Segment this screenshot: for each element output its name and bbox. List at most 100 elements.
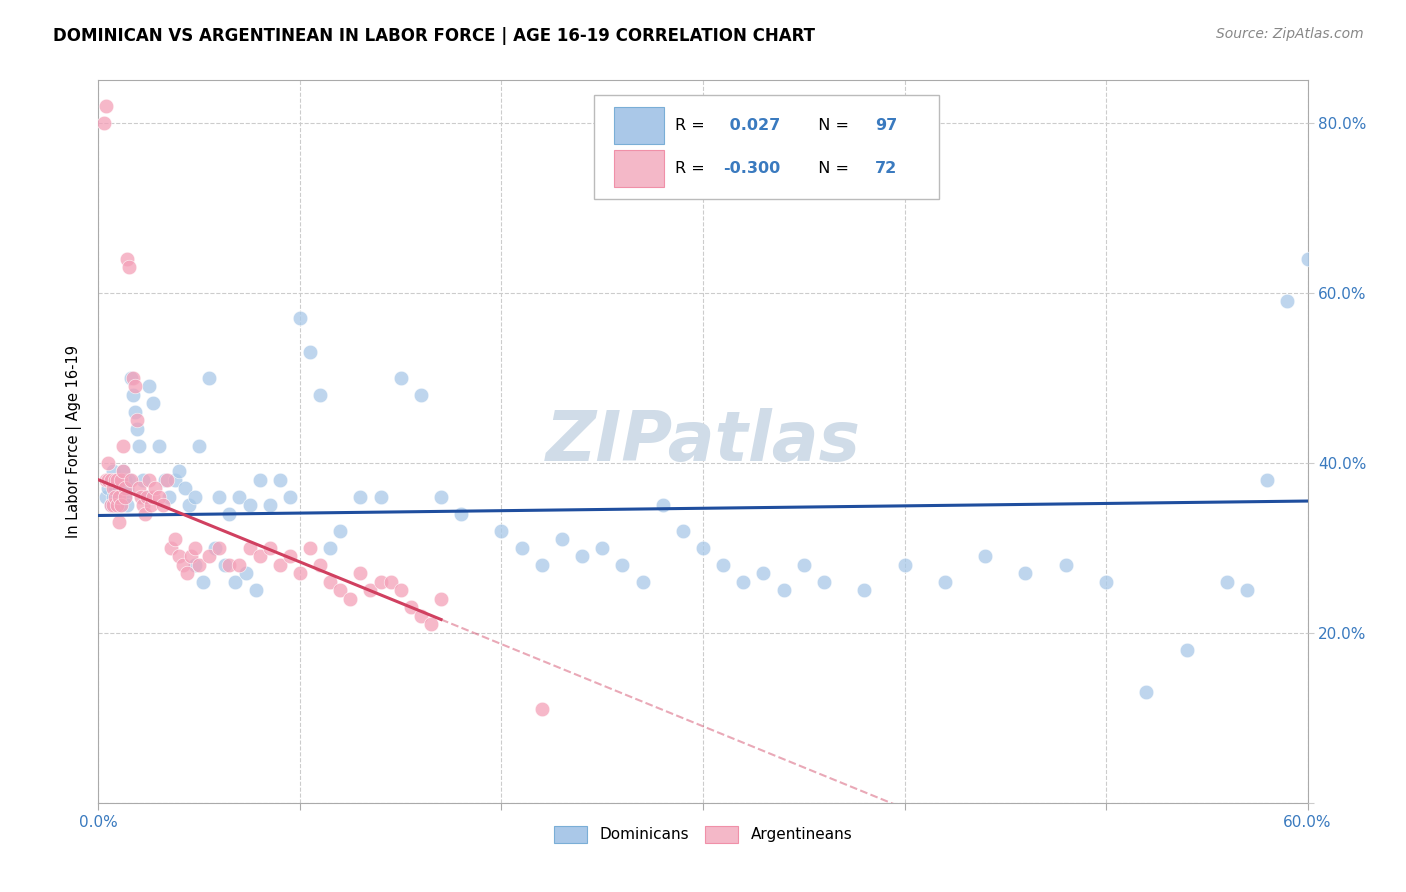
Point: [160, 541, 183, 555]
Point: [1014, 566, 1036, 581]
Point: [139, 498, 162, 512]
Point: [218, 507, 240, 521]
Point: [1256, 473, 1278, 487]
Point: [163, 533, 186, 547]
Point: [235, 566, 257, 581]
Point: [1236, 583, 1258, 598]
Text: N =: N =: [808, 118, 855, 133]
Point: [111, 481, 134, 495]
Point: [142, 396, 165, 410]
Point: [142, 490, 165, 504]
Point: [309, 388, 332, 402]
Point: [148, 439, 170, 453]
Point: [114, 473, 136, 487]
Point: [105, 473, 128, 487]
Point: [111, 439, 134, 453]
Point: [101, 481, 124, 495]
Point: [114, 490, 136, 504]
Text: DOMINICAN VS ARGENTINEAN IN LABOR FORCE | AGE 16-19 CORRELATION CHART: DOMINICAN VS ARGENTINEAN IN LABOR FORCE …: [53, 27, 815, 45]
Point: [107, 498, 129, 512]
Point: [180, 549, 202, 564]
Point: [288, 566, 311, 581]
Point: [591, 541, 613, 555]
Point: [319, 541, 342, 555]
Point: [157, 490, 180, 504]
Point: [143, 481, 166, 495]
Point: [100, 473, 122, 487]
Point: [96, 490, 118, 504]
Point: [631, 574, 654, 589]
Point: [110, 473, 132, 487]
Point: [1175, 642, 1198, 657]
Point: [249, 473, 271, 487]
Point: [208, 541, 231, 555]
Point: [115, 481, 138, 495]
Point: [420, 617, 443, 632]
Point: [172, 558, 194, 572]
Point: [110, 473, 132, 487]
Point: [176, 566, 198, 581]
Point: [148, 490, 170, 504]
Point: [934, 574, 956, 589]
Point: [110, 490, 132, 504]
Point: [349, 490, 371, 504]
Point: [132, 498, 155, 512]
Point: [430, 490, 453, 504]
Point: [184, 541, 207, 555]
Point: [389, 583, 412, 598]
Point: [198, 549, 221, 564]
Point: [1277, 294, 1299, 309]
Text: Source: ZipAtlas.com: Source: ZipAtlas.com: [1216, 27, 1364, 41]
Point: [772, 583, 794, 598]
Point: [120, 473, 142, 487]
Point: [101, 490, 124, 504]
Point: [259, 498, 281, 512]
Point: [188, 439, 211, 453]
Text: R =: R =: [675, 161, 710, 176]
Y-axis label: In Labor Force | Age 16-19: In Labor Force | Age 16-19: [66, 345, 83, 538]
Point: [193, 574, 215, 589]
Point: [174, 481, 197, 495]
Point: [118, 473, 141, 487]
Point: [813, 574, 835, 589]
Point: [329, 583, 352, 598]
Point: [138, 473, 160, 487]
Point: [125, 422, 148, 436]
Point: [239, 541, 262, 555]
Point: [389, 371, 412, 385]
Point: [349, 566, 371, 581]
Point: [651, 498, 673, 512]
Point: [107, 490, 129, 504]
Point: [245, 583, 267, 598]
Text: 72: 72: [875, 161, 897, 176]
Point: [103, 481, 125, 495]
Point: [97, 481, 120, 495]
Point: [224, 574, 246, 589]
Point: [278, 490, 301, 504]
Point: [380, 574, 402, 589]
Point: [692, 541, 714, 555]
Point: [114, 481, 136, 495]
Point: [1095, 574, 1118, 589]
Point: [115, 498, 138, 512]
Point: [134, 490, 156, 504]
Point: [510, 541, 533, 555]
Point: [135, 490, 157, 504]
Point: [450, 507, 472, 521]
Point: [184, 558, 207, 572]
Point: [132, 473, 155, 487]
Point: [107, 481, 129, 495]
Point: [228, 490, 250, 504]
Point: [121, 388, 143, 402]
Point: [370, 574, 392, 589]
Point: [124, 405, 146, 419]
Point: [218, 558, 240, 572]
Point: [672, 524, 695, 538]
Point: [1135, 685, 1157, 699]
Point: [612, 558, 634, 572]
Point: [134, 507, 156, 521]
Point: [551, 533, 574, 547]
Point: [370, 490, 392, 504]
Point: [120, 371, 142, 385]
Point: [269, 473, 291, 487]
